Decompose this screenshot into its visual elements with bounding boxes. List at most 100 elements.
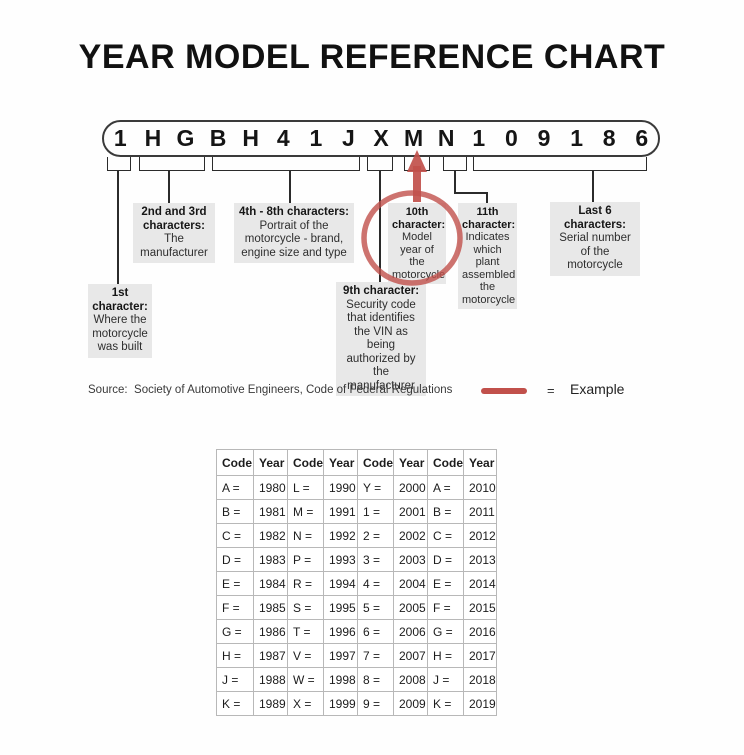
table-row: G = 1986 T = 1996 6 = 2006 G = 2016 — [216, 619, 497, 644]
table-cell: 2 = — [357, 523, 394, 548]
table-row: J = 1988 W = 1998 8 = 2008 J = 2018 — [216, 667, 497, 692]
table-cell: 1982 — [253, 523, 288, 548]
vin-character: H — [144, 125, 162, 151]
table-cell: H = — [427, 643, 464, 668]
table-cell: B = — [216, 499, 254, 524]
table-cell: 2019 — [463, 691, 497, 716]
vin-character: 1 — [570, 125, 583, 151]
table-cell: 1986 — [253, 619, 288, 644]
note-heading: 2nd and 3rd characters: — [141, 206, 207, 232]
table-cell: 1996 — [323, 619, 358, 644]
note-last-6-characters: Last 6 characters: Serial number of the … — [550, 202, 640, 276]
table-cell: J = — [427, 667, 464, 692]
table-cell: E = — [216, 571, 254, 596]
table-cell: 2012 — [463, 523, 497, 548]
table-cell: 1987 — [253, 643, 288, 668]
table-header-cell: Code — [216, 449, 254, 476]
table-header-cell: Year — [323, 449, 358, 476]
table-header-cell: Year — [393, 449, 428, 476]
table-row: B = 1981 M = 1991 1 = 2001 B = 2011 — [216, 499, 497, 524]
year-table-body: A = 1980 L = 1990 Y = 2000 A = 2010 B = 1981 M = 19… — [216, 475, 497, 716]
table-cell: H = — [216, 643, 254, 668]
table-header-cell: Year — [253, 449, 288, 476]
table-cell: 2002 — [393, 523, 428, 548]
note-heading: 10th character: — [392, 206, 446, 231]
table-header-cell: Code — [287, 449, 324, 476]
table-cell: 6 = — [357, 619, 394, 644]
table-cell: 5 = — [357, 595, 394, 620]
page-title: YEAR MODEL REFERENCE CHART — [78, 38, 666, 76]
table-cell: P = — [287, 547, 324, 572]
connector-line — [117, 171, 119, 284]
table-row: A = 1980 L = 1990 Y = 2000 A = 2010 — [216, 475, 497, 500]
table-cell: 1995 — [323, 595, 358, 620]
note-body: Indicates which plant assembled the moto… — [462, 231, 516, 306]
table-cell: R = — [287, 571, 324, 596]
connector-line — [486, 192, 488, 203]
table-cell: 1985 — [253, 595, 288, 620]
table-header-cell: Code — [427, 449, 464, 476]
table-row: D = 1983 P = 1993 3 = 2003 D = 2013 — [216, 547, 497, 572]
table-cell: 1980 — [253, 475, 288, 500]
vin-character: B — [209, 125, 227, 151]
table-cell: 2010 — [463, 475, 497, 500]
note-10th-character: 10th character: Model year of the motorc… — [388, 203, 446, 284]
table-cell: X = — [287, 691, 324, 716]
table-cell: 2007 — [393, 643, 428, 668]
vin-character: N — [437, 125, 455, 151]
bracket-last-6 — [473, 157, 647, 171]
table-cell: 2003 — [393, 547, 428, 572]
table-cell: 2011 — [463, 499, 497, 524]
year-table-head: Code Year Code Year Code Year Code Year — [216, 449, 497, 476]
year-code-table: Code Year Code Year Code Year Code Year A = 1980… — [216, 449, 497, 716]
table-cell: 1988 — [253, 667, 288, 692]
note-heading: Last 6 characters: — [563, 205, 626, 231]
example-line-icon — [481, 388, 527, 394]
table-cell: D = — [427, 547, 464, 572]
table-cell: 8 = — [357, 667, 394, 692]
table-cell: S = — [287, 595, 324, 620]
vin-character: X — [373, 125, 389, 151]
table-cell: 1998 — [323, 667, 358, 692]
table-cell: W = — [287, 667, 324, 692]
table-cell: D = — [216, 547, 254, 572]
vin-character: 9 — [537, 125, 551, 151]
table-cell: G = — [427, 619, 464, 644]
table-cell: 2015 — [463, 595, 497, 620]
table-cell: 1989 — [253, 691, 288, 716]
table-cell: F = — [427, 595, 464, 620]
vin-character: J — [342, 125, 355, 151]
table-cell: 2009 — [393, 691, 428, 716]
table-cell: V = — [287, 643, 324, 668]
table-row: K = 1989 X = 1999 9 = 2009 K = 2019 — [216, 691, 497, 716]
table-cell: K = — [216, 691, 254, 716]
vin-character: 1 — [472, 125, 486, 151]
bracket-chars-4-8 — [212, 157, 360, 171]
table-cell: 1994 — [323, 571, 358, 596]
table-cell: M = — [287, 499, 324, 524]
vin-character: 1 — [309, 125, 323, 151]
table-cell: 1983 — [253, 547, 288, 572]
note-body: Portrait of the motorcycle - brand, engi… — [241, 219, 347, 259]
bracket-char-10 — [404, 157, 430, 171]
table-header-row: Code Year Code Year Code Year Code Year — [216, 449, 497, 476]
table-cell: 1999 — [323, 691, 358, 716]
vin-character: 0 — [505, 125, 518, 151]
table-row: H = 1987 V = 1997 7 = 2007 H = 2017 — [216, 643, 497, 668]
table-row: E = 1984 R = 1994 4 = 2004 E = 2014 — [216, 571, 497, 596]
table-row: C = 1982 N = 1992 2 = 2002 C = 2012 — [216, 523, 497, 548]
table-cell: Y = — [357, 475, 394, 500]
note-4th-8th-characters: 4th - 8th characters: Portrait of the mo… — [234, 203, 354, 263]
table-cell: 1984 — [253, 571, 288, 596]
source-text: Source: Society of Automotive Engineers,… — [88, 384, 453, 396]
table-cell: 1993 — [323, 547, 358, 572]
table-cell: C = — [216, 523, 254, 548]
vin-character: G — [176, 125, 195, 151]
table-cell: 2014 — [463, 571, 497, 596]
table-cell: A = — [427, 475, 464, 500]
table-cell: C = — [427, 523, 464, 548]
note-body: Where the motorcycle was built — [92, 314, 148, 353]
note-heading: 1st character: — [92, 287, 148, 313]
